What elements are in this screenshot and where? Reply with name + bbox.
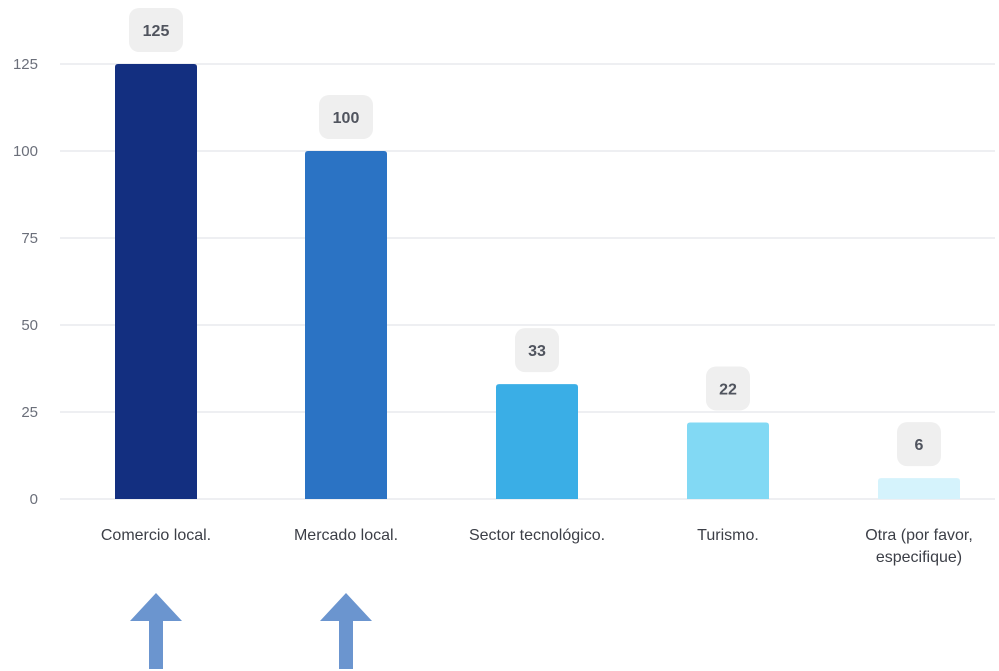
value-label: 6 — [915, 437, 924, 454]
y-tick-label: 75 — [21, 230, 38, 247]
y-tick-label: 0 — [30, 491, 38, 508]
bar — [878, 478, 960, 499]
value-label-badge — [897, 422, 941, 467]
value-label-badge — [319, 95, 373, 139]
category-label: Otra (por favor, — [865, 527, 973, 544]
value-label-badge — [129, 8, 183, 52]
category-label: Mercado local. — [294, 527, 398, 544]
value-label-badge — [515, 328, 559, 373]
up-arrow-icon — [320, 593, 372, 669]
category-label: Turismo. — [697, 527, 759, 544]
value-label-badge — [706, 366, 750, 411]
value-label: 22 — [719, 381, 737, 398]
value-labels: 125 100 33 22 6 — [129, 8, 941, 467]
bars — [115, 64, 960, 499]
bar — [496, 384, 578, 499]
annotation-arrows — [130, 593, 372, 669]
y-axis-tick-labels: 0 25 50 75 100 125 — [13, 56, 38, 508]
value-label: 125 — [143, 23, 170, 40]
category-label: Comercio local. — [101, 527, 211, 544]
bar — [115, 64, 197, 499]
y-tick-label: 125 — [13, 56, 38, 73]
y-tick-label: 50 — [21, 317, 38, 334]
y-tick-label: 100 — [13, 143, 38, 160]
y-tick-label: 25 — [21, 404, 38, 421]
category-label: Sector tecnológico. — [469, 527, 605, 544]
value-label: 100 — [333, 110, 360, 127]
up-arrow-icon — [130, 593, 182, 669]
bar — [687, 422, 769, 499]
value-label: 33 — [528, 343, 546, 360]
category-labels: Comercio local. Mercado local. Sector tecn… — [101, 527, 973, 566]
category-label: especifique) — [876, 549, 962, 566]
bar — [305, 151, 387, 499]
grid-lines — [60, 63, 995, 500]
